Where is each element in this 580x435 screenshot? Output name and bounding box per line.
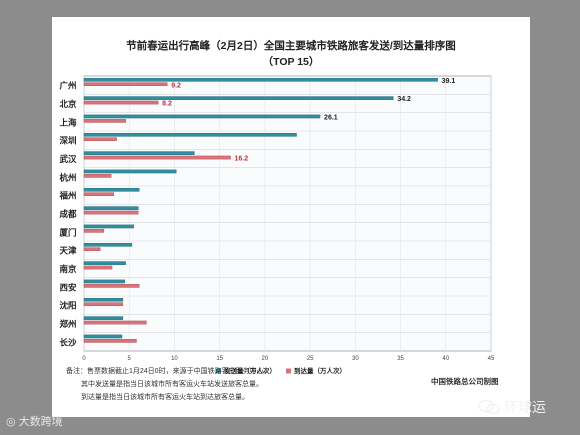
watermark-left-text: 大数跨境 bbox=[18, 416, 63, 428]
bar-send bbox=[83, 334, 123, 339]
note-line-3: 到达量是指当日该城市所有客运火车站到达旅客总量。 bbox=[81, 394, 249, 401]
x-tick-label: 15 bbox=[216, 356, 223, 362]
note-line-2: 其中发送量是指当日该城市所有客运火车站发送旅客总量。 bbox=[81, 381, 263, 388]
bar-send bbox=[83, 279, 125, 284]
bar-send bbox=[83, 78, 438, 82]
category-label: 福州 bbox=[58, 191, 76, 202]
category-label: 广州 bbox=[59, 81, 76, 92]
x-tick-label: 10 bbox=[171, 356, 178, 362]
x-tick-label: 25 bbox=[307, 356, 314, 362]
data-label: 34.2 bbox=[397, 96, 411, 103]
bar-arrive bbox=[83, 302, 124, 307]
note-line-1: 备注：售票数据截止1月24日0时，来源于中国铁路客户服务中心， bbox=[66, 368, 271, 375]
data-label: 26.1 bbox=[324, 115, 338, 122]
category-label: 深圳 bbox=[59, 136, 76, 147]
bar-arrive bbox=[83, 247, 101, 252]
legend-swatch bbox=[216, 368, 221, 374]
bar-send bbox=[83, 151, 195, 155]
x-tick-label: 0 bbox=[82, 356, 86, 362]
category-label: 郑州 bbox=[59, 319, 76, 330]
legend-label: 到达量（万人次） bbox=[294, 366, 346, 375]
bar-send bbox=[83, 96, 394, 100]
category-label: 杭州 bbox=[59, 172, 76, 183]
bar-send bbox=[83, 298, 124, 302]
bar-arrive bbox=[83, 210, 139, 215]
x-tick-label: 5 bbox=[128, 356, 132, 362]
watermark-left: ◎ 大数跨境 bbox=[6, 413, 63, 429]
bar-send bbox=[83, 316, 124, 320]
category-label: 天津 bbox=[59, 246, 77, 257]
camera-icon: ◎ bbox=[6, 416, 16, 428]
bar-arrive bbox=[83, 100, 159, 105]
category-label: 长沙 bbox=[59, 337, 77, 348]
data-label: 16.2 bbox=[235, 156, 249, 163]
bar-arrive bbox=[83, 82, 168, 86]
data-label: 9.2 bbox=[171, 82, 181, 89]
bar-arrive bbox=[83, 174, 112, 178]
watermark-right-text: 环球运 bbox=[504, 399, 546, 415]
bar-chart: 0 5 10 15 20 25 30 35 40 45 广州北京上海深圳武汉杭州福州成都厦门天津南京… bbox=[58, 75, 495, 375]
x-tick-label: 20 bbox=[262, 356, 269, 362]
legend-swatch bbox=[286, 368, 291, 374]
bar-send bbox=[83, 187, 140, 192]
category-label: 南京 bbox=[59, 264, 77, 275]
chart-title: 节前春运出行高峰（2月2日）全国主要城市铁路旅客发送/到达量排序图 bbox=[126, 40, 456, 52]
plot-area bbox=[83, 75, 492, 352]
bar-arrive bbox=[83, 192, 115, 197]
category-label: 北京 bbox=[59, 99, 77, 110]
category-label: 上海 bbox=[59, 117, 77, 128]
category-label: 成都 bbox=[59, 209, 77, 220]
wechat-icon bbox=[478, 399, 500, 415]
x-tick-label: 35 bbox=[397, 356, 404, 362]
chart-card: 节前春运出行高峰（2月2日）全国主要城市铁路旅客发送/到达量排序图 （TOP 1… bbox=[52, 17, 530, 417]
bar-arrive bbox=[83, 119, 126, 123]
legend-label: 发送量（万人次） bbox=[223, 366, 276, 375]
bar-arrive bbox=[83, 320, 147, 325]
x-tick-label: 30 bbox=[352, 356, 359, 362]
bar-send bbox=[83, 224, 134, 229]
bar-arrive bbox=[83, 229, 105, 233]
bar-arrive bbox=[83, 284, 140, 288]
bar-arrive bbox=[83, 339, 137, 343]
bar-send bbox=[83, 206, 139, 210]
bar-send bbox=[83, 242, 133, 247]
watermark-right: 环球运 bbox=[478, 397, 546, 417]
category-label: 西安 bbox=[59, 282, 77, 293]
chart-subtitle: （TOP 15） bbox=[262, 56, 320, 68]
category-label: 沈阳 bbox=[59, 301, 76, 312]
bar-send bbox=[83, 114, 321, 119]
bar-arrive bbox=[83, 137, 117, 141]
bar-arrive bbox=[83, 155, 231, 160]
credit-text: 中国铁路总公司制图 bbox=[431, 377, 499, 386]
data-label: 39.1 bbox=[442, 78, 456, 85]
x-tick-label: 45 bbox=[488, 356, 495, 362]
category-label: 厦门 bbox=[59, 227, 76, 238]
x-tick-label: 40 bbox=[442, 356, 449, 362]
bar-send bbox=[83, 132, 297, 137]
category-label: 武汉 bbox=[59, 154, 77, 165]
bar-send bbox=[83, 261, 126, 265]
data-label: 8.2 bbox=[162, 101, 172, 108]
bar-arrive bbox=[83, 265, 113, 270]
bar-send bbox=[83, 169, 177, 174]
